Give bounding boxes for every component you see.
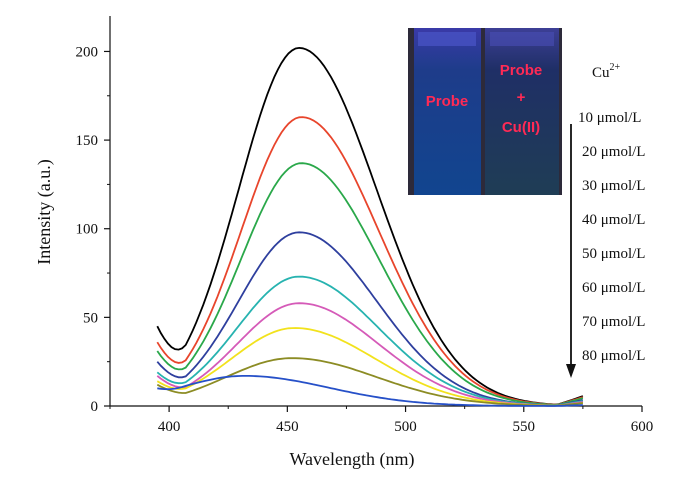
vial-probe-cu bbox=[485, 28, 559, 195]
y-tick-label: 0 bbox=[91, 399, 99, 415]
axes bbox=[109, 16, 642, 407]
inset-photo: Probe Probe + Cu(II) bbox=[408, 28, 562, 195]
legend-arrow-head bbox=[566, 364, 576, 378]
y-tick-label: 50 bbox=[83, 310, 98, 326]
legend-entry: 10 μmol/L bbox=[578, 110, 641, 126]
x-tick-label: 500 bbox=[394, 419, 417, 435]
spectrum-line-1 bbox=[156, 46, 584, 406]
x-tick-label: 550 bbox=[513, 419, 536, 435]
vial-probe-cu-glow bbox=[490, 32, 554, 46]
spectrum-line-5 bbox=[156, 275, 584, 407]
spectrum-line-9 bbox=[157, 374, 583, 407]
inset-label-probe-cu-line3: Cu(II) bbox=[502, 119, 540, 136]
x-axis-title: Wavelength (nm) bbox=[289, 449, 414, 470]
y-tick-label: 100 bbox=[76, 222, 99, 238]
legend-entry: 60 μmol/L bbox=[582, 280, 645, 296]
legend-title-sup: 2+ bbox=[610, 62, 621, 73]
inset-label-probe-cu-line1: Probe bbox=[500, 62, 543, 79]
spectrum-line-2 bbox=[156, 116, 584, 406]
legend-entry: 50 μmol/L bbox=[582, 246, 645, 262]
inset-label-probe-cu-line2: + bbox=[517, 89, 526, 106]
legend-title-base: Cu bbox=[592, 65, 610, 81]
vial-probe bbox=[414, 28, 481, 195]
spectrum-line-3 bbox=[156, 162, 584, 406]
spectrum-series bbox=[156, 46, 584, 407]
legend-entry: 70 μmol/L bbox=[582, 314, 645, 330]
y-axis-title: Intensity (a.u.) bbox=[34, 159, 55, 264]
legend-entry: 80 μmol/L bbox=[582, 348, 645, 364]
legend-entry: 20 μmol/L bbox=[582, 144, 645, 160]
x-tick-label: 400 bbox=[158, 419, 181, 435]
legend-title: Cu2+ bbox=[592, 62, 621, 81]
y-tick-label: 200 bbox=[76, 44, 99, 60]
x-tick-label: 600 bbox=[631, 419, 654, 435]
x-ticks: 400 450 500 550 600 bbox=[109, 406, 654, 435]
vial-probe-glow bbox=[418, 32, 476, 46]
x-tick-label: 450 bbox=[276, 419, 299, 435]
legend-entries: 10 μmol/L 20 μmol/L 30 μmol/L 40 μmol/L 50 μ… bbox=[578, 110, 645, 364]
inset-label-probe: Probe bbox=[426, 93, 469, 110]
y-ticks: 0 50 100 150 200 bbox=[76, 44, 110, 415]
spectrum-line-7 bbox=[156, 327, 583, 407]
legend-entry: 40 μmol/L bbox=[582, 212, 645, 228]
legend: Cu2+ 10 μmol/L 20 μmol/L 30 μmol/L 40 μmol/… bbox=[566, 62, 645, 378]
y-tick-label: 150 bbox=[76, 133, 99, 149]
legend-entry: 30 μmol/L bbox=[582, 178, 645, 194]
